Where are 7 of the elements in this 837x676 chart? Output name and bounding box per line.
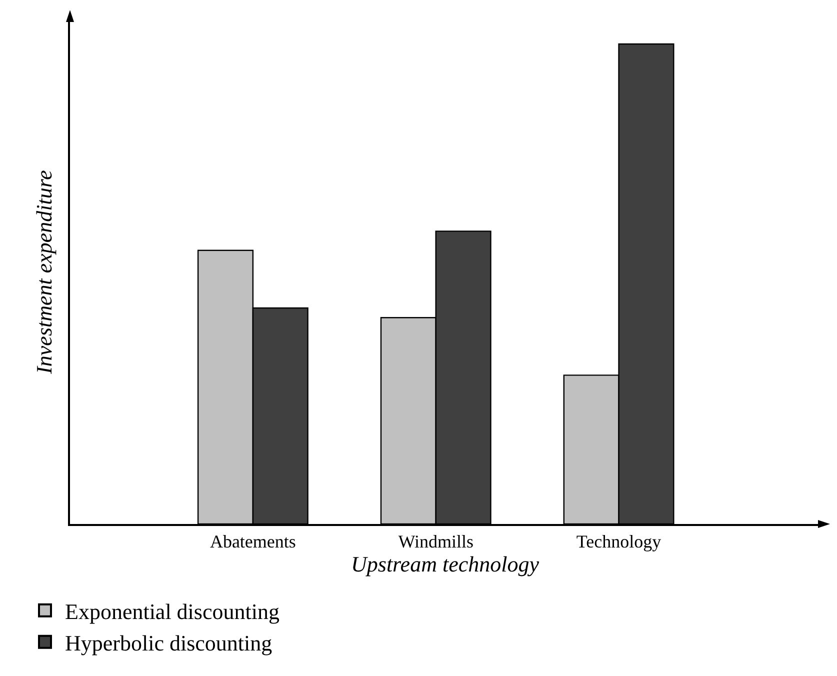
legend-label: Exponential discounting (65, 598, 280, 624)
x-tick-label: Abatements (210, 531, 296, 552)
x-tick-label: Technology (576, 531, 662, 552)
legend-label: Hyperbolic discounting (65, 630, 272, 656)
x-axis-title: Upstream technology (351, 551, 540, 576)
y-axis-title: Investment expenditure (32, 170, 57, 375)
x-tick-label: Windmills (398, 531, 474, 552)
